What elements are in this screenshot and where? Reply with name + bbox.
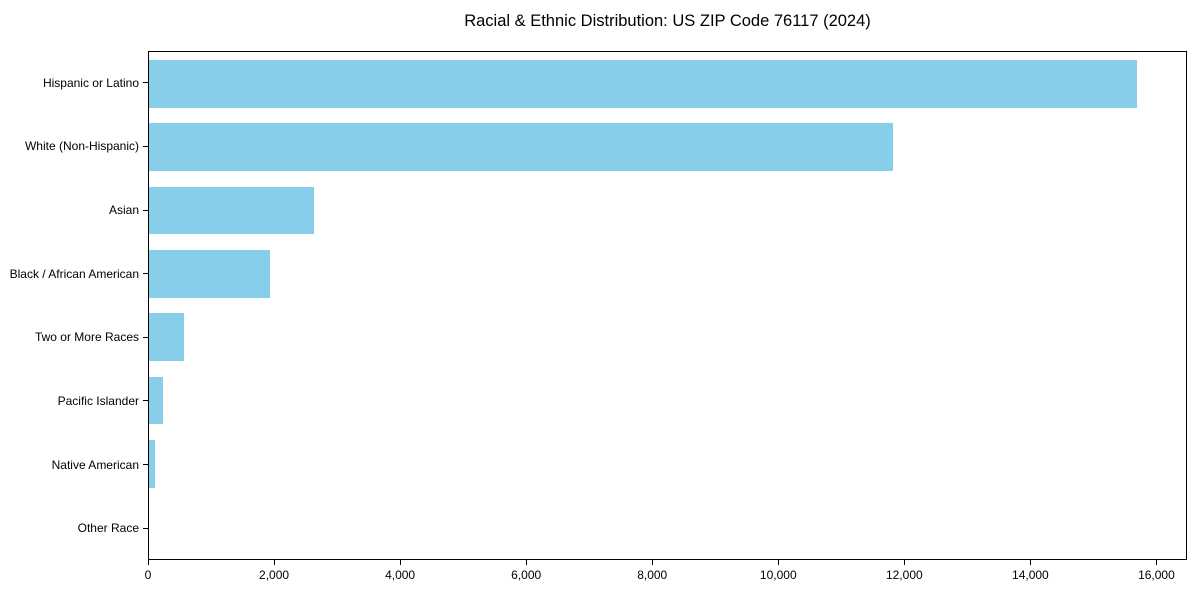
y-tick-mark [143,400,148,402]
chart-title: Racial & Ethnic Distribution: US ZIP Cod… [464,12,871,30]
x-tick-mark [400,560,402,565]
x-tick-mark [1156,560,1158,565]
bar-native-american [149,440,155,488]
bar-row-other-race [149,496,1186,559]
bar-two-or-more-races [149,313,184,362]
y-tick-mark [143,82,148,84]
y-row-hispanic-or-latino: Hispanic or Latino [0,51,148,115]
x-tick-label: 2,000 [259,568,290,582]
y-tick-label: Black / African American [9,266,139,281]
y-axis: Hispanic or Latino White (Non-Hispanic) As… [0,51,148,560]
y-row-black-african-american: Black / African American [0,242,148,306]
bar-row-two-or-more-races [149,306,1186,369]
bar-black-african-american [149,249,270,298]
x-tick-mark [274,560,276,565]
bar-asian [149,186,314,235]
y-row-white-non-hispanic: White (Non-Hispanic) [0,115,148,179]
y-row-native-american: Native American [0,433,148,497]
plot-area [148,51,1187,560]
y-tick-label: Two or More Races [34,330,139,345]
bar-row-hispanic-or-latino [149,52,1186,115]
bar-row-asian [149,179,1186,242]
y-tick-mark [143,273,148,275]
y-tick-mark [143,336,148,338]
x-tick-label: 4,000 [385,568,416,582]
x-tick-label: 14,000 [1012,568,1049,582]
x-tick-mark [1030,560,1032,565]
x-tick-label: 16,000 [1138,568,1175,582]
y-tick-mark [143,527,148,529]
x-tick-mark [652,560,654,565]
y-tick-label: Asian [108,203,139,218]
bar-row-pacific-islander [149,369,1186,432]
y-tick-mark [143,209,148,211]
x-tick-label: 8,000 [637,568,668,582]
y-row-pacific-islander: Pacific Islander [0,369,148,433]
y-tick-label: Pacific Islander [57,393,139,408]
y-row-other-race: Other Race [0,496,148,560]
x-tick-label: 12,000 [885,568,923,582]
bar-row-white-non-hispanic [149,115,1186,178]
x-tick-mark [778,560,780,565]
y-tick-mark [143,464,148,466]
bar-white-non-hispanic [149,123,894,171]
x-axis: 0 2,000 4,000 6,000 8,000 10,000 12,000 14,000 1… [144,560,1187,590]
y-row-two-or-more-races: Two or More Races [0,306,148,370]
x-tick-label: 6,000 [511,568,542,582]
y-tick-mark [143,145,148,147]
y-tick-label: White (Non-Hispanic) [24,139,139,154]
y-tick-label: Other Race [77,521,139,536]
y-tick-label: Native American [51,457,139,472]
x-tick-mark [148,560,149,565]
x-tick-mark [904,560,906,565]
bar-row-black-african-american [149,242,1186,305]
bar-pacific-islander [149,376,164,425]
x-tick-mark [526,560,528,565]
y-row-asian: Asian [0,178,148,242]
y-tick-label: Hispanic or Latino [42,75,139,90]
bar-row-native-american [149,432,1186,495]
x-tick-label: 0 [144,568,152,582]
bar-hispanic-or-latino [149,59,1137,108]
x-tick-label: 10,000 [759,568,797,582]
